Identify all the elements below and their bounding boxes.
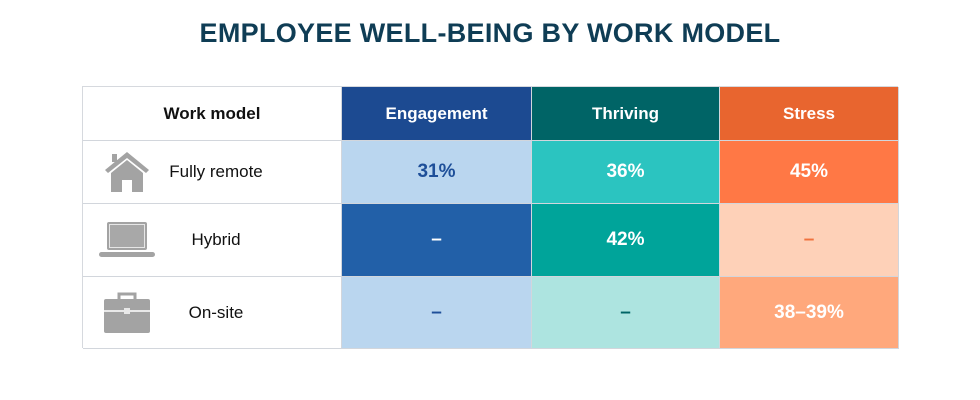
row-label-on-site: On-site [83,277,342,349]
cell-hybrid-engagement: – [342,204,532,277]
row-label-text: On-site [188,302,244,322]
page-title: EMPLOYEE WELL-BEING BY WORK MODEL [199,18,781,48]
cell-hybrid-thriving: 42% [532,204,720,277]
cell-hybrid-stress: – [720,204,899,277]
header-thriving: Thriving [532,87,720,141]
row-label-text: Hybrid [191,230,241,249]
header-stress: Stress [720,87,899,141]
row-label-text: Fully remote [169,162,263,181]
cell-on-site-engagement: – [342,277,532,349]
row-label-hybrid: Hybrid [83,204,342,277]
header-work-model: Work model [83,87,342,141]
cell-fully-remote-engagement: 31% [342,141,532,204]
cell-fully-remote-stress: 45% [720,141,899,204]
header-engagement: Engagement [342,87,532,141]
wellbeing-table: Work model Engagement Thriving Stress Fu… [82,86,899,349]
briefcase-icon [104,292,150,333]
cell-on-site-stress: 38–39% [720,277,899,349]
row-label-fully-remote: Fully remote [83,141,342,204]
house-icon [105,152,149,192]
cell-on-site-thriving: – [532,277,720,349]
cell-fully-remote-thriving: 36% [532,141,720,204]
laptop-icon [99,222,155,257]
